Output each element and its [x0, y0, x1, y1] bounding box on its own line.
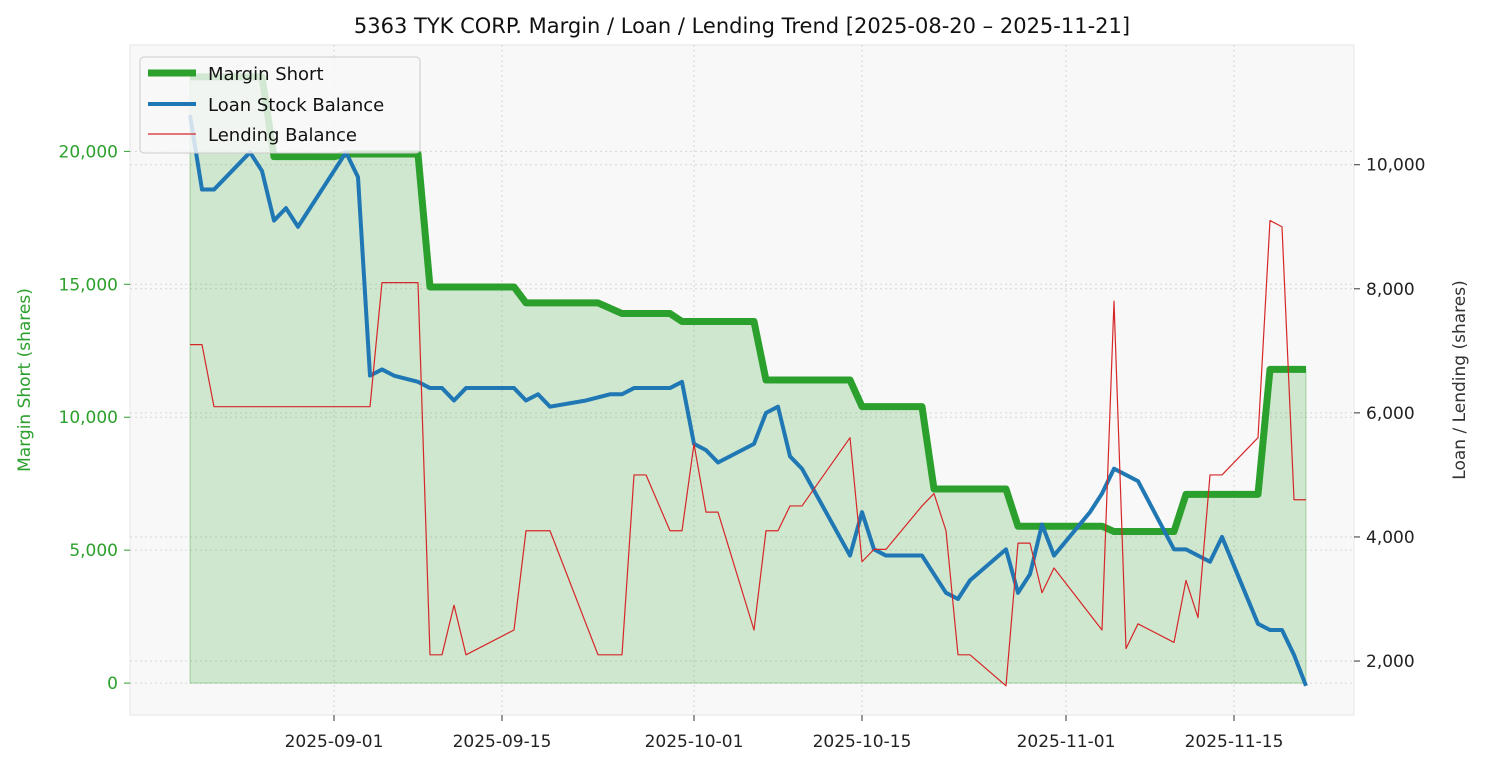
- axes: 2025-09-01 2025-09-15 2025-10-01 2025-10-15…: [59, 142, 1426, 752]
- right-y-tick-label: 6,000: [1366, 404, 1415, 424]
- left-y-tick-label: 5,000: [69, 541, 118, 561]
- legend: Margin Short Loan Stock Balance Lending …: [139, 56, 421, 154]
- margin-short-line: [190, 73, 1306, 536]
- left-y-tick-label: 10,000: [59, 408, 118, 428]
- left-axis-label: Margin Short (shares): [15, 288, 35, 472]
- right-y-tick-label: 4,000: [1366, 528, 1415, 548]
- lending-balance-line: [190, 219, 1306, 687]
- series-lines: [188, 73, 1308, 687]
- right-y-tick-label: 8,000: [1366, 280, 1415, 300]
- legend-box: [139, 56, 421, 154]
- left-y-tick-label: 0: [107, 674, 118, 694]
- right-axis-label: Loan / Lending (shares): [1450, 280, 1470, 479]
- x-tick-label: 2025-11-15: [1185, 732, 1284, 752]
- legend-label-lending-balance: Lending Balance: [208, 125, 357, 146]
- chart-title: 5363 TYK CORP. Margin / Loan / Lending T…: [354, 14, 1130, 38]
- grid: [130, 45, 1354, 715]
- left-y-tick-label: 20,000: [59, 142, 118, 162]
- x-tick-label: 2025-09-15: [453, 732, 552, 752]
- left-y-tick-label: 15,000: [59, 275, 118, 295]
- x-tick-label: 2025-09-01: [285, 732, 384, 752]
- legend-label-loan-stock-balance: Loan Stock Balance: [208, 95, 384, 116]
- x-tick-label: 2025-10-15: [813, 732, 912, 752]
- x-tick-label: 2025-11-01: [1017, 732, 1116, 752]
- right-y-tick-label: 2,000: [1366, 652, 1415, 672]
- legend-label-margin-short: Margin Short: [208, 64, 324, 85]
- loan-stock-balance-line: [188, 114, 1308, 687]
- right-y-tick-label: 10,000: [1366, 156, 1425, 176]
- x-tick-label: 2025-10-01: [645, 732, 744, 752]
